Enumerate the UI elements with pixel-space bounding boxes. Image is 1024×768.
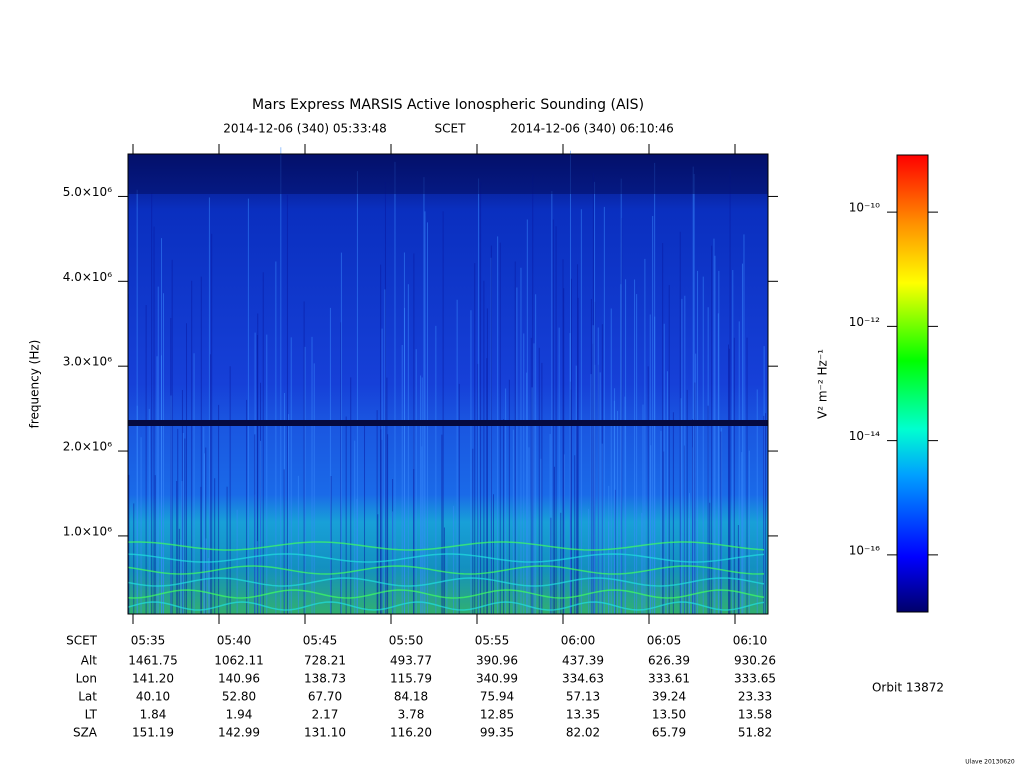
table-cell: 334.63	[562, 672, 604, 686]
y-tick-label: 4.0×10⁶	[63, 270, 112, 284]
table-cell: 131.10	[304, 726, 346, 740]
spectrogram-image	[128, 154, 768, 614]
y-tick-label: 2.0×10⁶	[63, 440, 112, 454]
table-cell: 84.18	[394, 690, 428, 704]
table-cell: 140.96	[218, 672, 260, 686]
table-cell: 57.13	[566, 690, 600, 704]
table-cell: 142.99	[218, 726, 260, 740]
colorbar-tick-label: 10⁻¹²	[849, 315, 880, 329]
table-cell: 141.20	[132, 672, 174, 686]
table-cell: 52.80	[222, 690, 256, 704]
table-cell: 99.35	[480, 726, 514, 740]
row-label: Lon	[76, 672, 97, 686]
texture	[128, 154, 768, 194]
row-label: Alt	[81, 654, 98, 668]
table-cell: 13.35	[566, 708, 600, 722]
table-cell: 930.26	[734, 654, 776, 668]
table-cell: 333.65	[734, 672, 776, 686]
table-cell: 67.70	[308, 690, 342, 704]
colorbar-tick-label: 10⁻¹⁰	[849, 201, 880, 215]
table-cell: 493.77	[390, 654, 432, 668]
row-label: LT	[85, 708, 98, 722]
x-tick-label: 05:55	[475, 634, 510, 648]
table-cell: 138.73	[304, 672, 346, 686]
table-cell: 390.96	[476, 654, 518, 668]
y-tick-label: 1.0×10⁶	[63, 524, 112, 538]
subtitle-frame: SCET	[435, 122, 467, 136]
table-cell: 1.84	[140, 708, 167, 722]
table-cell: 1461.75	[128, 654, 178, 668]
table-cell: 437.39	[562, 654, 604, 668]
subtitle-end: 2014-12-06 (340) 06:10:46	[510, 122, 674, 136]
table-cell: 13.50	[652, 708, 686, 722]
table-cell: 13.58	[738, 708, 772, 722]
row-label: SZA	[73, 726, 98, 740]
plot-frame	[127, 153, 769, 615]
texture	[127, 565, 765, 575]
texture	[127, 601, 765, 611]
y-axis-label: frequency (Hz)	[28, 340, 42, 429]
table-cell: 1062.11	[214, 654, 264, 668]
texture	[127, 553, 765, 563]
table-cell: 728.21	[304, 654, 346, 668]
colorbar-tick-label: 10⁻¹⁴	[849, 429, 880, 443]
x-tick-label: 06:05	[647, 634, 682, 648]
chart-title: Mars Express MARSIS Active Ionospheric S…	[252, 97, 644, 113]
texture	[127, 577, 765, 587]
table-cell: 23.33	[738, 690, 772, 704]
table-cell: 1.94	[226, 708, 253, 722]
plot-area	[127, 147, 768, 614]
subtitle-start: 2014-12-06 (340) 05:33:48	[223, 122, 387, 136]
y-tick-label: 3.0×10⁶	[63, 355, 112, 369]
table-cell: 3.78	[398, 708, 425, 722]
x-tick-label: 06:10	[733, 634, 768, 648]
table-cell: 2.17	[312, 708, 339, 722]
x-tick-label: 05:45	[303, 634, 338, 648]
table-cell: 151.19	[132, 726, 174, 740]
table-cell: 40.10	[136, 690, 170, 704]
table-cell: 333.61	[648, 672, 690, 686]
table-cell: 82.02	[566, 726, 600, 740]
texture	[128, 420, 768, 426]
texture	[127, 589, 765, 599]
table-cell: 12.85	[480, 708, 514, 722]
x-tick-label: 05:40	[217, 634, 252, 648]
table-cell: 65.79	[652, 726, 686, 740]
table-cell: 51.82	[738, 726, 772, 740]
table-cell: 340.99	[476, 672, 518, 686]
credit: Ulave 20130620	[965, 759, 1015, 766]
texture	[127, 541, 765, 551]
y-tick-label: 5.0×10⁶	[63, 185, 112, 199]
colorbar-tick-label: 10⁻¹⁶	[849, 543, 880, 557]
colorbar-label: V² m⁻² Hz⁻¹	[816, 349, 830, 419]
x-tick-label: 06:00	[561, 634, 596, 648]
table-cell: 115.79	[390, 672, 432, 686]
table-cell: 39.24	[652, 690, 686, 704]
table-cell: 75.94	[480, 690, 514, 704]
colorbar	[896, 154, 929, 613]
table-cell: 626.39	[648, 654, 690, 668]
orbit-label: Orbit 13872	[872, 681, 944, 695]
x-tick-label: 05:35	[131, 634, 166, 648]
x-tick-label: 05:50	[389, 634, 424, 648]
row-label: SCET	[66, 634, 98, 648]
row-label: Lat	[78, 690, 97, 704]
table-cell: 116.20	[390, 726, 432, 740]
